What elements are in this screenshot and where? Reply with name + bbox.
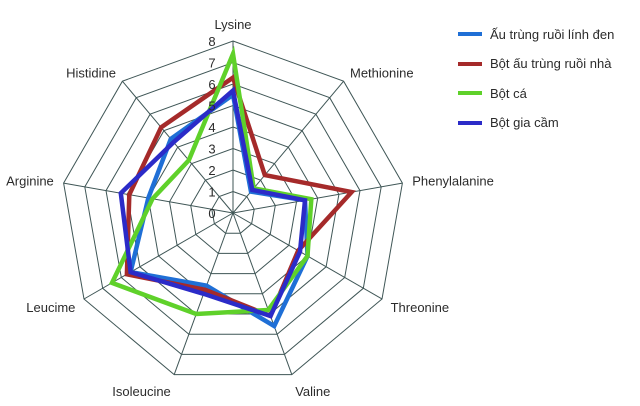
legend-item-black-soldier-fly-larvae: Ấu trùng ruồi lính đen (458, 24, 640, 44)
axis-spoke (83, 212, 234, 300)
legend-item-fish-meal: Bột cá (458, 83, 640, 103)
legend-swatch (458, 61, 482, 66)
grid-ring (211, 190, 255, 234)
tick-label: 6 (208, 77, 215, 92)
legend-swatch (458, 120, 482, 125)
tick-label: 3 (208, 142, 215, 157)
axis-label-isoleucine: Isoleucine (112, 384, 171, 399)
series-lines (108, 45, 356, 330)
legend-item-housefly-larvae-meal: Bột ấu trùng ruồi nhà (458, 54, 640, 74)
tick-label: 0 (208, 206, 215, 221)
axis-spoke (122, 80, 234, 214)
legend-item-poultry-meal: Bột gia cầm (458, 113, 640, 133)
tick-label: 2 (208, 163, 215, 178)
tick-label: 4 (208, 120, 215, 135)
series-line-3 (118, 86, 308, 319)
legend-swatch (458, 32, 482, 36)
legend-swatch (458, 91, 482, 95)
tick-label: 1 (208, 185, 215, 200)
legend-label: Bột cá (490, 85, 527, 101)
grid-ring (63, 40, 403, 376)
grid-ring (168, 147, 298, 275)
axis-label-phenylalanine: Phenylalanine (412, 173, 494, 188)
tick-label: 5 (208, 99, 215, 114)
axis-label-threonine: Threonine (391, 300, 450, 315)
axis-spoke (232, 212, 293, 375)
legend: Ấu trùng ruồi lính đen Bột ấu trùng ruồi… (458, 24, 640, 142)
grid-ring (147, 126, 319, 295)
grid-ring (84, 61, 382, 355)
axis-label-arginine: Arginine (6, 173, 54, 188)
legend-label: Bột ấu trùng ruồi nhà (490, 56, 612, 71)
tick-label: 8 (208, 34, 215, 49)
axis-label-valine: Valine (295, 384, 330, 399)
axis-label-leucime: Leucime (26, 300, 75, 315)
axis-label-methionine: Methionine (350, 66, 414, 81)
legend-label: Bột gia cầm (490, 115, 559, 130)
legend-label: Ấu trùng ruồi lính đen (490, 26, 615, 42)
axis-label-lysine: Lysine (214, 17, 251, 32)
radial-tick-labels: 0 1 2 3 4 5 6 7 8 (208, 34, 215, 221)
axis-labels: Lysine Methionine Phenylalanine Threonine Va… (6, 17, 494, 399)
grid-ring (105, 83, 361, 335)
axis-spoke (232, 182, 403, 214)
tick-label: 7 (208, 56, 215, 71)
axis-label-histidine: Histidine (66, 66, 116, 81)
